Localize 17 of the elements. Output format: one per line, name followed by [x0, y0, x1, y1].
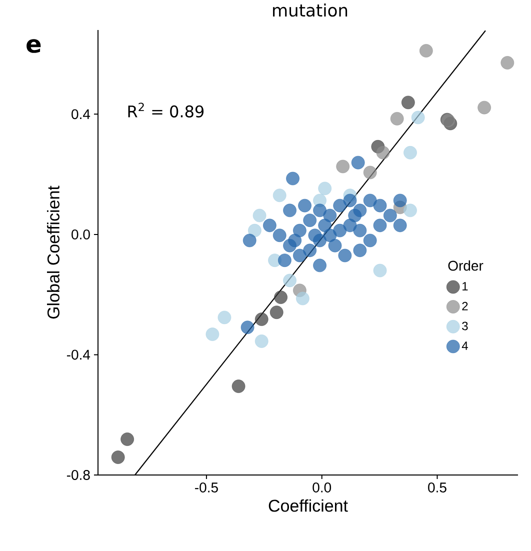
legend-title: Order	[448, 260, 484, 271]
legend-label: 1	[462, 282, 468, 290]
annotation: R$^{2}$ = 0.89	[128, 102, 204, 118]
text: e	[26, 39, 41, 53]
legend-label: 2	[462, 302, 468, 310]
y-tick-label: 0.0	[72, 229, 90, 240]
legend-label: 4	[462, 342, 468, 350]
x-axis-title: Coefficient	[268, 499, 348, 512]
y-tick-label: 0.4	[72, 109, 90, 120]
y-tick-label: -0.8	[66, 470, 90, 480]
x-tick-label: 0.0	[312, 482, 332, 492]
y-axis-title: Global Coefficient	[47, 186, 60, 319]
x-tick-label: -0.5	[195, 482, 218, 492]
chart-title: mutation	[273, 4, 348, 17]
legend-label: 3	[462, 322, 468, 330]
x-tick-label: 0.5	[428, 482, 446, 492]
y-tick-label: -0.4	[66, 350, 90, 360]
